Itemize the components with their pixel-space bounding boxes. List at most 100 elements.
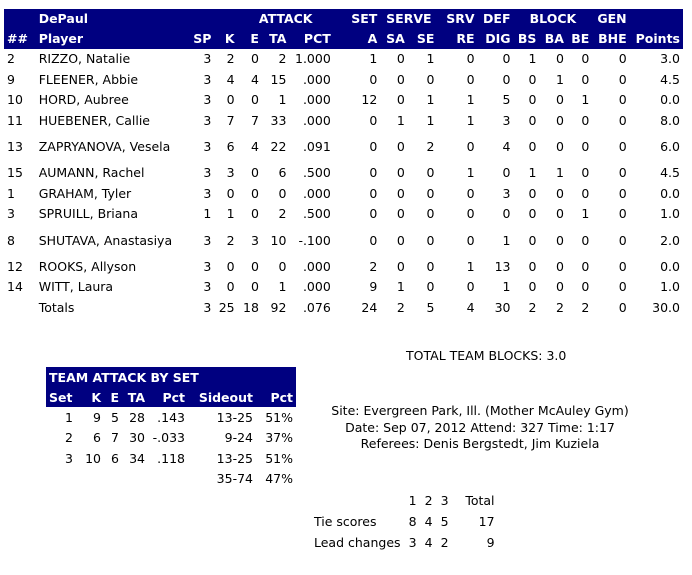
- stat-se: 1: [426, 112, 435, 128]
- block-group-header: BLOCK: [529, 11, 577, 26]
- player-number: 14: [7, 279, 23, 295]
- col-header: BA: [544, 31, 564, 46]
- set-sideout: 13-25: [216, 409, 253, 425]
- col-header: K: [224, 31, 235, 46]
- stat-bhe: 0: [618, 232, 627, 248]
- stat-sp: 3: [203, 51, 212, 67]
- stat-ta: 10: [270, 232, 287, 248]
- stat-dig: 5: [502, 92, 511, 108]
- stat-a: 0: [369, 206, 378, 222]
- stat-be: 0: [581, 139, 590, 154]
- stat-ba: 0: [555, 279, 564, 295]
- stat-bs: 0: [528, 258, 537, 274]
- stat-bs: 0: [528, 185, 537, 201]
- stat-se: 2: [426, 139, 435, 154]
- total-sideout: 35-74: [216, 471, 253, 487]
- set-e: 6: [111, 450, 119, 466]
- stat-sa: 0: [396, 232, 405, 248]
- stat-a: 0: [369, 185, 378, 201]
- table-row: 15 AUMANN, Rachel 3 3 0 6 .500 0 0 0 1 0…: [4, 163, 683, 184]
- stat-sp: 3: [203, 279, 212, 295]
- stat-a: 2: [369, 258, 378, 274]
- set-number: 3: [65, 450, 73, 466]
- ties-value: 8: [408, 514, 417, 529]
- stat-pct: .091: [302, 139, 331, 154]
- set-e: 5: [111, 409, 119, 425]
- stat-pct: -.100: [298, 232, 331, 248]
- stat-pct: .500: [302, 206, 331, 222]
- player-number: 11: [7, 112, 23, 128]
- stat-ta: 2: [278, 206, 287, 222]
- stat-ta: 0: [278, 258, 287, 274]
- set-col-header: K: [91, 389, 101, 405]
- player-name: HUEBENER, Callie: [38, 112, 151, 128]
- ties-col-header: Total: [465, 493, 495, 508]
- stat-ba: 0: [555, 232, 564, 248]
- set-k: 6: [93, 430, 101, 446]
- stat-bhe: 0: [618, 92, 627, 108]
- stat-k: 4: [226, 71, 235, 87]
- col-header: E: [250, 31, 259, 46]
- stat-sp: 1: [203, 206, 212, 222]
- stat-a: 0: [369, 165, 378, 181]
- set-number: 2: [65, 430, 73, 446]
- stat-bs: 0: [528, 92, 537, 108]
- set-sideout: 9-24: [224, 430, 253, 446]
- set-col-header: TA: [127, 389, 145, 405]
- attack-group-header: ATTACK: [258, 11, 313, 26]
- stat-k: 7: [226, 112, 235, 128]
- table-row: 10 HORD, Aubree 3 0 0 1 .000 12 0 1 1 5 …: [4, 90, 683, 111]
- player-number: 15: [7, 165, 23, 181]
- total-dig: 30: [494, 299, 511, 315]
- ties-label: Lead changes: [314, 535, 401, 550]
- stat-sa: 0: [396, 92, 405, 108]
- stat-dig: 1: [502, 279, 511, 295]
- stat-re: 0: [466, 232, 475, 248]
- player-number: 2: [7, 51, 15, 67]
- stat-e: 0: [250, 279, 259, 295]
- stat-be: 0: [581, 51, 590, 67]
- total-bhe: 0: [618, 299, 627, 315]
- ties-value: 2: [440, 535, 449, 550]
- stat-bhe: 0: [618, 258, 627, 274]
- stat-sa: 0: [396, 165, 405, 181]
- set-row: 2 6 7 30 -.033 9-24 37%: [46, 428, 296, 449]
- stat-bhe: 0: [618, 51, 627, 67]
- stat-pct: .500: [302, 165, 331, 181]
- stat-sp: 3: [203, 185, 212, 201]
- stat-ba: 0: [555, 51, 564, 67]
- player-name: FLEENER, Abbie: [38, 71, 139, 87]
- total-bs: 2: [528, 299, 537, 315]
- stat-be: 0: [581, 258, 590, 274]
- player-number: 1: [7, 185, 15, 201]
- stat-re: 0: [466, 71, 475, 87]
- stat-points: 0.0: [660, 185, 680, 201]
- stat-bs: 0: [528, 279, 537, 295]
- stat-sa: 1: [396, 112, 405, 128]
- stat-be: 0: [581, 232, 590, 248]
- set-e: 7: [111, 430, 119, 446]
- stat-ta: 0: [278, 185, 287, 201]
- stat-sp: 3: [203, 112, 212, 128]
- stat-e: 4: [250, 139, 259, 154]
- stat-points: 6.0: [660, 139, 680, 154]
- gen-group-header: GEN: [597, 11, 627, 26]
- col-header: TA: [269, 31, 287, 46]
- stat-a: 1: [369, 51, 378, 67]
- stat-bs: 0: [528, 139, 537, 154]
- stat-a: 0: [369, 71, 378, 87]
- table-row: 2 RIZZO, Natalie 3 2 0 2 1.000 1 0 1 0 0…: [4, 49, 683, 70]
- stat-bhe: 0: [618, 165, 627, 181]
- col-header: BE: [571, 31, 590, 46]
- stat-e: 0: [250, 206, 259, 222]
- stat-pct: .000: [302, 279, 331, 295]
- set-row: 1 9 5 28 .143 13-25 51%: [46, 407, 296, 428]
- set-total-row: 35-74 47%: [46, 469, 296, 490]
- set-pct: .118: [157, 450, 185, 466]
- table-row: 1 GRAHAM, Tyler 3 0 0 0 .000 0 0 0 0 3 0…: [4, 184, 683, 205]
- ties-label: Tie scores: [314, 514, 377, 529]
- stat-sa: 0: [396, 258, 405, 274]
- stat-k: 0: [226, 92, 235, 108]
- total-sp: 3: [203, 299, 212, 315]
- stat-be: 1: [581, 92, 590, 108]
